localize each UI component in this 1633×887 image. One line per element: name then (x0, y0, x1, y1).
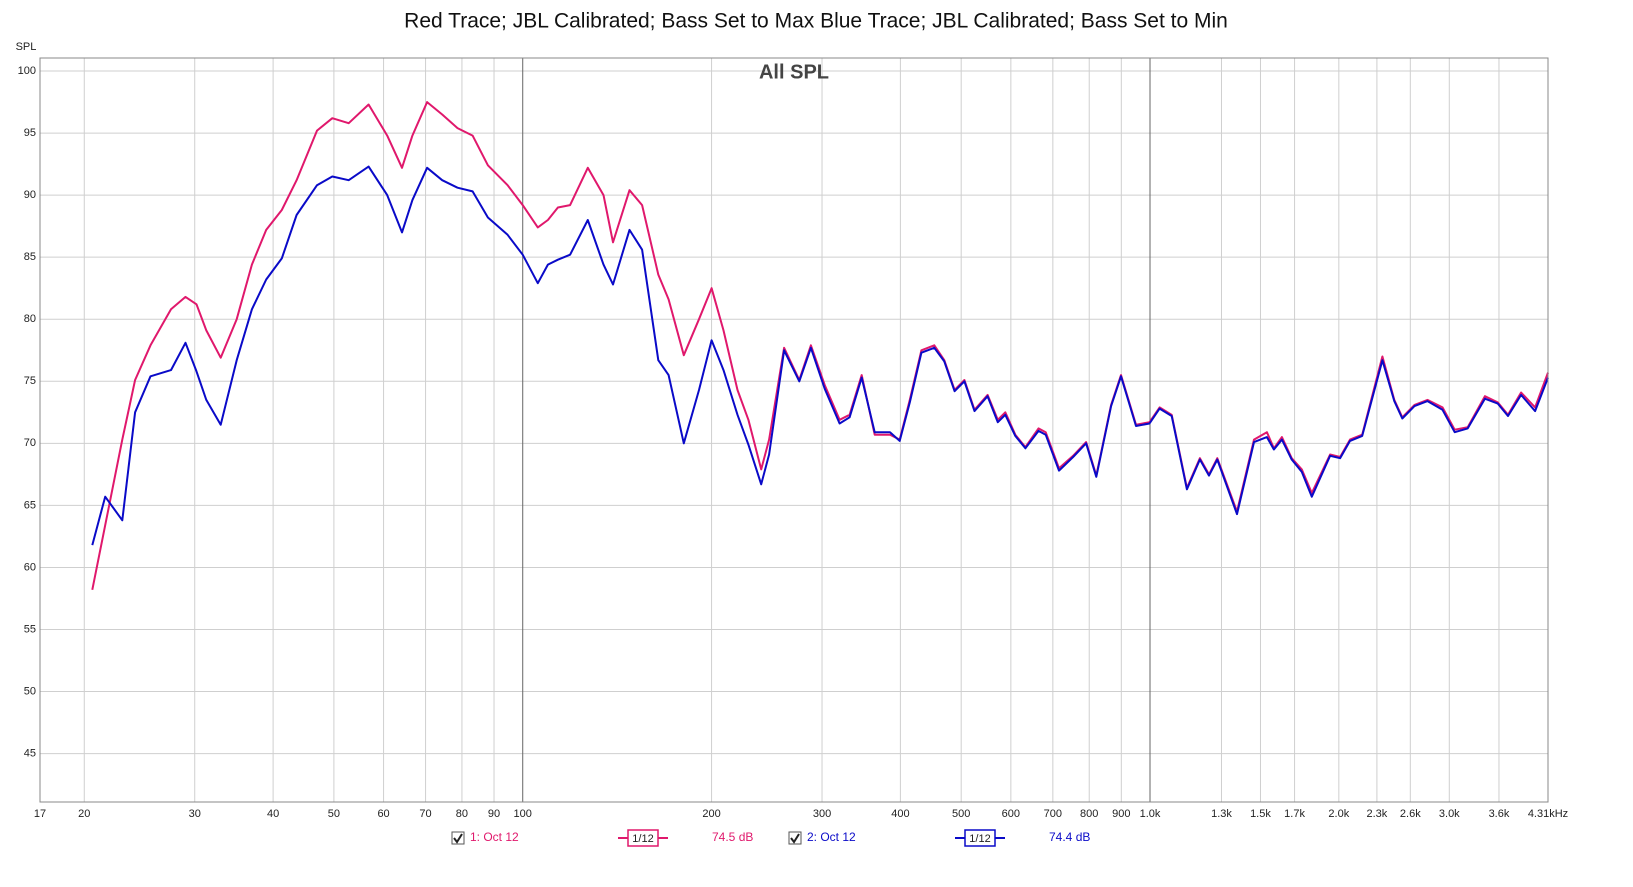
x-tick-label: 1.0k (1140, 808, 1161, 820)
y-tick-label: 100 (18, 65, 36, 77)
x-tick-label: 600 (1002, 808, 1020, 820)
x-tick-label: 3.0k (1439, 808, 1460, 820)
traces (91, 101, 1549, 590)
legend-name: 1: Oct 12 (470, 830, 519, 844)
x-tick-label: 400 (891, 808, 909, 820)
x-tick-label: 3.6k (1489, 808, 1510, 820)
y-tick-label: 90 (24, 189, 36, 201)
x-tick-label: 40 (267, 808, 279, 820)
y-tick-label: 95 (24, 127, 36, 139)
y-tick-label: 85 (24, 251, 36, 263)
x-tick-label: 1.5k (1250, 808, 1271, 820)
x-tick-label: 800 (1080, 808, 1098, 820)
x-tick-label: 1.3k (1211, 808, 1232, 820)
x-tick-label: 500 (952, 808, 970, 820)
x-tick-label: 200 (702, 808, 720, 820)
legend-smoothing: 1/12 (969, 833, 990, 845)
x-tick-label: 60 (377, 808, 389, 820)
trace (91, 165, 1549, 546)
legend-level: 74.5 dB (712, 830, 753, 844)
y-tick-label: 45 (24, 748, 36, 760)
legend-smoothing-box (627, 829, 659, 847)
x-tick-label: 20 (78, 808, 90, 820)
legend: 1: Oct 12 1/12 74.5 dB 2: Oct 12 1/12 74.4 dB (451, 829, 1090, 847)
x-tick-label: 700 (1044, 808, 1062, 820)
x-tick-label: 4.31kHz (1528, 808, 1568, 820)
x-tick-label: 17 (34, 808, 46, 820)
legend-smoothing: 1/12 (632, 833, 653, 845)
legend-smoothing-box (964, 829, 996, 847)
y-tick-label: 60 (24, 561, 36, 573)
legend-name: 2: Oct 12 (807, 830, 856, 844)
y-tick-label: 50 (24, 685, 36, 697)
legend-check (790, 833, 800, 844)
y-tick-label: 70 (24, 437, 36, 449)
x-tick-label: 30 (189, 808, 201, 820)
x-tick-label: 900 (1112, 808, 1130, 820)
y-tick-label: 55 (24, 623, 36, 635)
trace (91, 101, 1549, 590)
y-tick-label: 80 (24, 313, 36, 325)
x-tick-label: 70 (419, 808, 431, 820)
y-axis-label: SPL (16, 41, 37, 53)
grid: 45 50 55 60 65 70 75 80 85 90 95 100 17 20 30 40 50 60 70 8… (18, 58, 1568, 820)
y-tick-label: 65 (24, 499, 36, 511)
plot-frame (39, 57, 1549, 803)
legend-check (453, 833, 463, 844)
chart-title: Red Trace; JBL Calibrated; Bass Set to M… (404, 10, 1228, 33)
x-tick-label: 2.3k (1367, 808, 1388, 820)
y-tick-label: 75 (24, 375, 36, 387)
legend-level: 74.4 dB (1049, 830, 1090, 844)
x-tick-label: 90 (488, 808, 500, 820)
x-tick-label: 2.6k (1400, 808, 1421, 820)
x-tick-label: 300 (813, 808, 831, 820)
x-tick-label: 1.7k (1284, 808, 1305, 820)
x-tick-label: 2.0k (1328, 808, 1349, 820)
x-tick-label: 50 (328, 808, 340, 820)
x-tick-label: 100 (514, 808, 532, 820)
plot-label: All SPL (759, 61, 829, 83)
x-tick-label: 80 (456, 808, 468, 820)
